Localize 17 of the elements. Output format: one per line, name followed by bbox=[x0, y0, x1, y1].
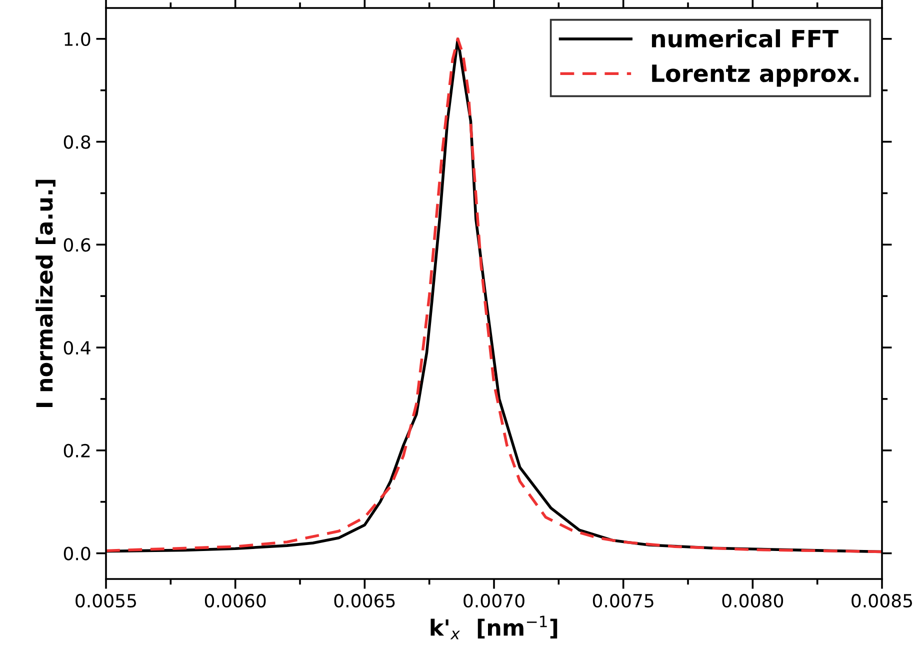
y-tick-label: 1.0 bbox=[64, 32, 90, 46]
x-tick-label: 0.0085 bbox=[852, 594, 912, 608]
legend-label: numerical FFT bbox=[652, 29, 838, 48]
x-tick-label: 0.0060 bbox=[204, 594, 266, 608]
y-axis-title: I normalized [a.u.] bbox=[36, 180, 56, 408]
x-tick-label: 0.0075 bbox=[592, 594, 654, 608]
y-tick-label: 0.6 bbox=[64, 238, 90, 252]
x-tick-label: 0.0055 bbox=[76, 594, 136, 608]
x-axis-title: k'$_{x}$ [nm$^{−1}$] bbox=[430, 616, 558, 640]
y-tick-label: 0.2 bbox=[64, 444, 90, 458]
x-tick-label: 0.0065 bbox=[334, 594, 395, 608]
y-tick-label: 0.8 bbox=[64, 135, 90, 149]
legend-label: Lorentz approx. bbox=[652, 64, 858, 87]
y-tick-label: 0.4 bbox=[64, 340, 90, 355]
x-tick-label: 0.0080 bbox=[722, 594, 784, 608]
y-tick-label: 0.0 bbox=[64, 546, 90, 560]
x-tick-label: 0.0070 bbox=[464, 594, 524, 608]
